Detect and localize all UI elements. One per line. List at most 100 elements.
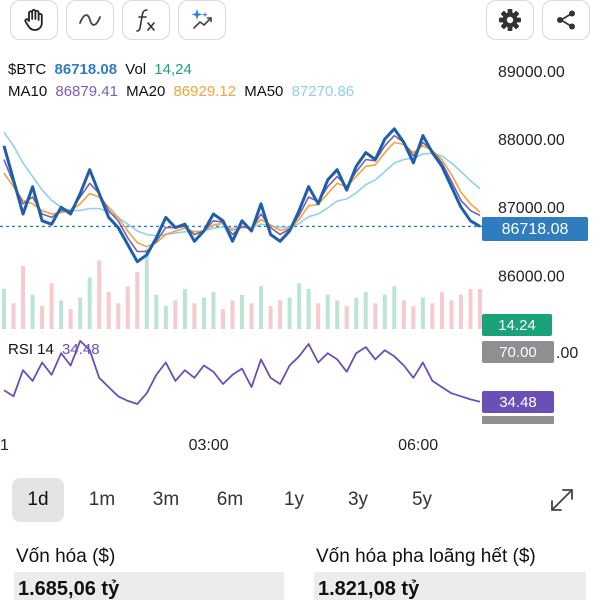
current-price-tag-text: 86718.08 bbox=[502, 221, 569, 238]
svg-text:$BTC 86718.08 Vol: $BTC 86718.08 Vol 14,24 bbox=[8, 61, 192, 78]
volume-bar bbox=[354, 297, 359, 329]
volume-bar bbox=[420, 297, 425, 329]
share-button[interactable] bbox=[542, 0, 590, 40]
y-tick-label: 86000.00 bbox=[498, 268, 565, 285]
function-icon bbox=[136, 9, 155, 32]
volume-bar bbox=[335, 300, 340, 329]
volume-bar bbox=[21, 266, 26, 329]
fdv-box bbox=[314, 572, 586, 600]
volume-bar bbox=[163, 306, 168, 329]
fdv-value: 1.821,08 tỷ bbox=[318, 578, 420, 600]
x-axis-labels: 1 03:00 06:00 bbox=[0, 437, 438, 454]
timeframe-1d[interactable]: 1d bbox=[12, 478, 64, 522]
rsi-legend-label: RSI 14 bbox=[8, 341, 54, 358]
volume-bar bbox=[478, 289, 482, 329]
volume-bar bbox=[106, 291, 111, 329]
timeframe-1y[interactable]: 1y bbox=[283, 489, 305, 510]
volume-bar bbox=[78, 297, 83, 329]
market-cap-label: Vốn hóa ($) bbox=[16, 546, 116, 567]
hand-tool-button[interactable] bbox=[10, 0, 58, 40]
legend-ma20-label: MA20 bbox=[126, 83, 165, 100]
gear-icon bbox=[499, 9, 521, 31]
volume-bars bbox=[2, 249, 482, 329]
volume-bar bbox=[458, 294, 463, 329]
volume-bar bbox=[439, 291, 444, 329]
y-tick-label: 89000.00 bbox=[498, 64, 565, 81]
timeframe-3m[interactable]: 3m bbox=[152, 489, 180, 510]
x-tick-label: 1 bbox=[0, 437, 9, 454]
volume-tag-text: 14.24 bbox=[498, 317, 536, 334]
hand-icon bbox=[24, 9, 43, 31]
y-tick-label: 87000.00 bbox=[498, 200, 565, 217]
legend-ma10-label: MA10 bbox=[8, 83, 47, 100]
rsi-line bbox=[3, 339, 481, 405]
volume-tag: 14.24 bbox=[482, 314, 552, 336]
timeframe-1m[interactable]: 1m bbox=[88, 489, 116, 510]
volume-bar bbox=[182, 289, 187, 329]
timeframe-selector: 1d 1m 3m 6m 1y 3y 5y bbox=[0, 478, 600, 524]
volume-bar bbox=[154, 294, 159, 329]
legend-ma50-value: 87270.86 bbox=[292, 83, 355, 100]
settings-button[interactable] bbox=[486, 0, 534, 40]
rsi-value-tag: 34.48 bbox=[482, 391, 554, 413]
volume-bar bbox=[449, 300, 454, 329]
volume-bar bbox=[249, 303, 254, 329]
volume-bar bbox=[401, 300, 406, 329]
volume-bar bbox=[373, 303, 378, 329]
legend-price: 86718.08 bbox=[55, 61, 118, 78]
rsi-legend-value: 34.48 bbox=[62, 341, 100, 358]
y-axis-labels: 89000.00 88000.00 87000.00 86000.00 bbox=[498, 64, 565, 286]
timeframe-5y[interactable]: 5y bbox=[411, 489, 433, 510]
volume-bar bbox=[240, 294, 244, 329]
volume-bar bbox=[125, 286, 130, 329]
volume-bar bbox=[325, 294, 330, 329]
wave-line-icon bbox=[79, 14, 101, 26]
rsi-overbought-axis-text: .00 bbox=[556, 345, 578, 362]
volume-bar bbox=[344, 306, 349, 329]
price-series-group bbox=[2, 127, 481, 264]
volume-bar bbox=[392, 286, 397, 329]
volume-bar bbox=[97, 260, 102, 329]
ai-analysis-button[interactable] bbox=[178, 0, 226, 40]
volume-bar bbox=[144, 249, 149, 329]
volume-bar bbox=[211, 291, 216, 329]
timeframe-6m[interactable]: 6m bbox=[216, 489, 244, 510]
volume-bar bbox=[59, 300, 64, 329]
timeframe-3y[interactable]: 3y bbox=[347, 489, 369, 510]
line-tool-button[interactable] bbox=[66, 0, 114, 40]
volume-bar bbox=[316, 303, 321, 329]
volume-bar bbox=[278, 300, 283, 329]
volume-bar bbox=[192, 303, 197, 329]
volume-bar bbox=[259, 286, 264, 329]
volume-bar bbox=[220, 309, 225, 329]
fdv-label: Vốn hóa pha loãng hết ($) bbox=[316, 546, 536, 567]
market-cap-value: 1.685,06 tỷ bbox=[18, 578, 120, 600]
price-chart[interactable]: $BTC 86718.08 Vol 14,24 MA10 86879.41 MA… bbox=[0, 44, 600, 464]
fullscreen-button[interactable] bbox=[548, 486, 576, 514]
ma20-line bbox=[3, 141, 481, 248]
legend-vol-value: 14,24 bbox=[154, 61, 192, 78]
rsi-overbought-tag-text: 70.00 bbox=[499, 344, 537, 361]
volume-bar bbox=[411, 306, 416, 329]
indicator-function-button[interactable] bbox=[122, 0, 170, 40]
volume-bar bbox=[201, 297, 206, 329]
x-tick-label: 03:00 bbox=[189, 437, 229, 454]
share-icon bbox=[557, 10, 575, 30]
expand-icon bbox=[551, 489, 573, 511]
volume-bar bbox=[268, 306, 273, 329]
legend-ma10-value: 86879.41 bbox=[55, 83, 118, 100]
current-price-tag: 86718.08 bbox=[482, 217, 588, 241]
legend-ma20-value: 86929.12 bbox=[173, 83, 236, 100]
rsi-value-tag-text: 34.48 bbox=[499, 394, 537, 411]
volume-bar bbox=[468, 289, 473, 329]
volume-bar bbox=[68, 309, 73, 329]
sparkle-chart-icon bbox=[191, 9, 212, 29]
volume-bar bbox=[87, 277, 92, 329]
price-line bbox=[2, 127, 481, 264]
y-tick-label: 88000.00 bbox=[498, 132, 565, 149]
volume-bar bbox=[135, 271, 140, 329]
volume-bar bbox=[297, 283, 302, 329]
legend-vol-label: Vol bbox=[125, 61, 146, 78]
market-cap-box bbox=[14, 572, 284, 600]
volume-bar bbox=[230, 300, 235, 329]
